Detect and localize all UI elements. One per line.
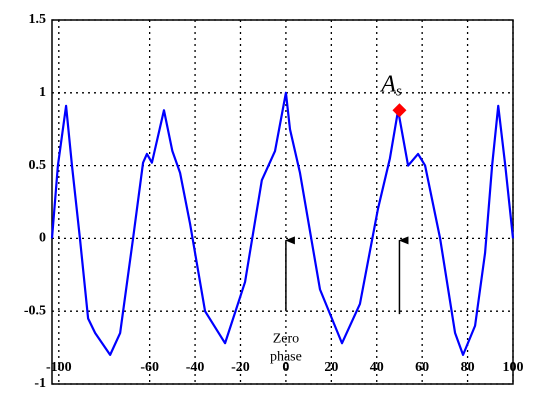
- x-tick-label: 20: [324, 360, 338, 375]
- y-tick-label: 0.5: [29, 158, 47, 173]
- y-tick-label: -1: [34, 376, 46, 391]
- marker-point: [392, 103, 407, 118]
- y-tick-label: 1: [39, 85, 46, 100]
- y-tick-label: 0: [39, 231, 46, 246]
- x-tick-label: 0: [282, 360, 289, 375]
- x-tick-label: -20: [231, 360, 250, 375]
- data-line: [50, 91, 515, 356]
- plot-frame: [51, 19, 514, 385]
- x-tick-label: 80: [461, 360, 475, 375]
- annotation-subscript: s: [396, 84, 402, 100]
- annotation-text: A: [379, 71, 396, 97]
- annotation: Zero: [273, 331, 299, 346]
- x-tick-label: -60: [140, 360, 159, 375]
- x-tick-label: 60: [415, 360, 429, 375]
- y-tick-label: 1.5: [29, 12, 47, 27]
- x-tick-label: -100: [46, 360, 72, 375]
- annotation: As: [379, 71, 402, 100]
- y-tick-label: -0.5: [24, 303, 46, 318]
- x-tick-label: -40: [186, 360, 205, 375]
- x-tick-label: 40: [370, 360, 384, 375]
- annotation: phase: [270, 349, 302, 364]
